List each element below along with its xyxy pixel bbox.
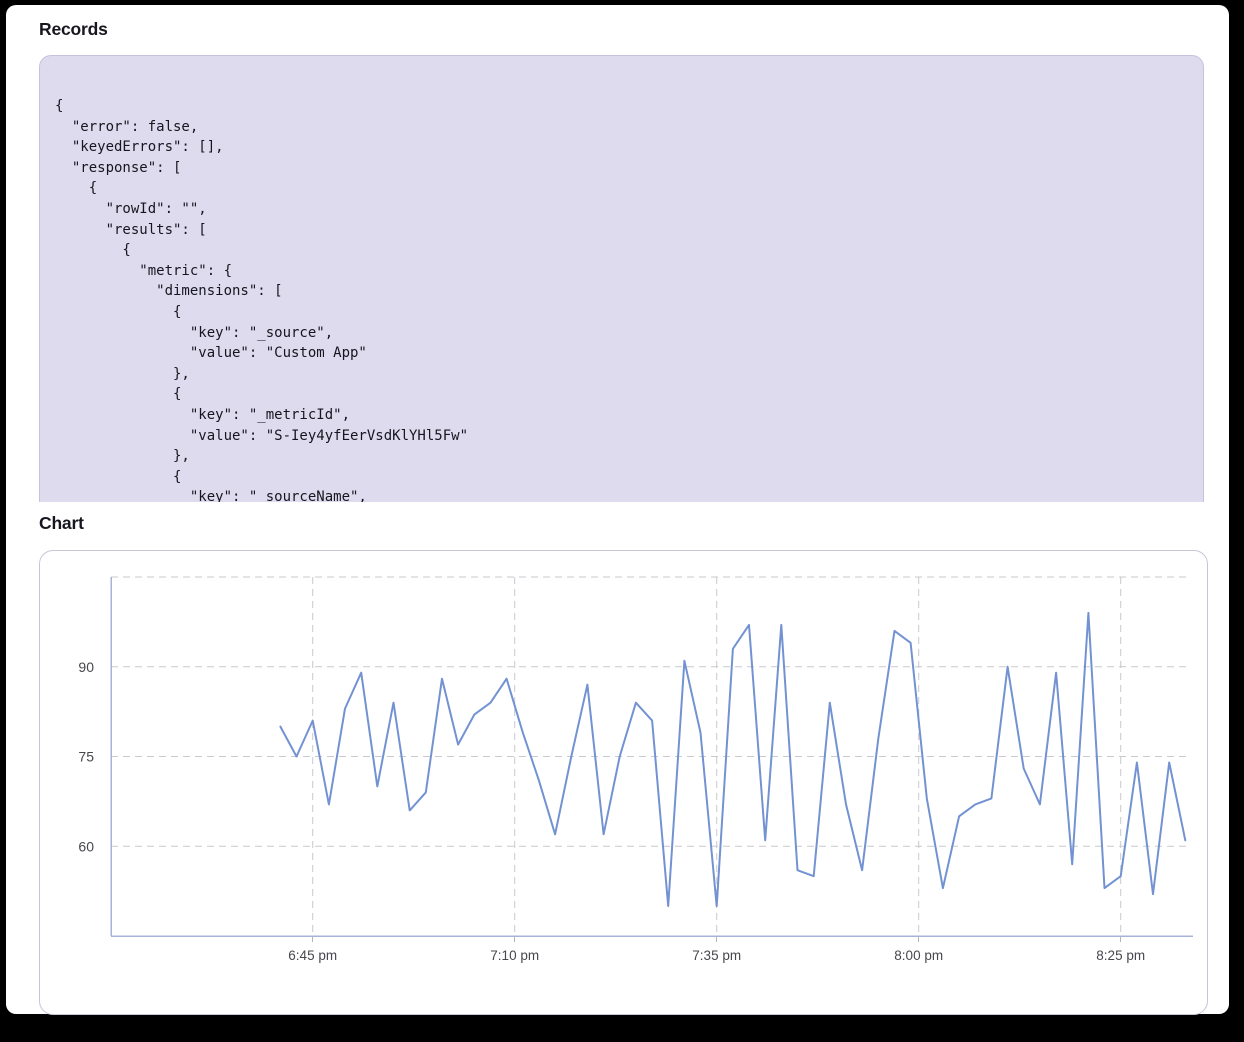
y-tick-label: 75 <box>78 749 94 765</box>
series-line <box>279 611 1187 908</box>
chart-heading: Chart <box>39 513 84 533</box>
line-chart: 60 75 90 6:45 pm 7:10 pm 7:35 pm 8:00 pm 8:25 p… <box>78 576 1193 963</box>
x-tick-label: 8:00 pm <box>894 948 943 963</box>
x-tick-label: 7:10 pm <box>490 948 539 963</box>
x-tick-label: 8:25 pm <box>1096 948 1145 963</box>
x-tick-label: 6:45 pm <box>288 948 337 963</box>
page-background: Records { "error": false, "keyedErrors":… <box>6 5 1229 1015</box>
y-tick-label: 90 <box>78 659 94 675</box>
y-tick-label: 60 <box>78 838 94 854</box>
x-tick-label: 7:35 pm <box>692 948 741 963</box>
records-heading: Records <box>39 19 108 39</box>
chart-card: 60 75 90 6:45 pm 7:10 pm 7:35 pm 8:00 pm 8:25 p… <box>39 550 1208 1015</box>
records-json-code[interactable]: { "error": false, "keyedErrors": [], "re… <box>55 98 469 502</box>
records-code-card: { "error": false, "keyedErrors": [], "re… <box>39 55 1204 502</box>
